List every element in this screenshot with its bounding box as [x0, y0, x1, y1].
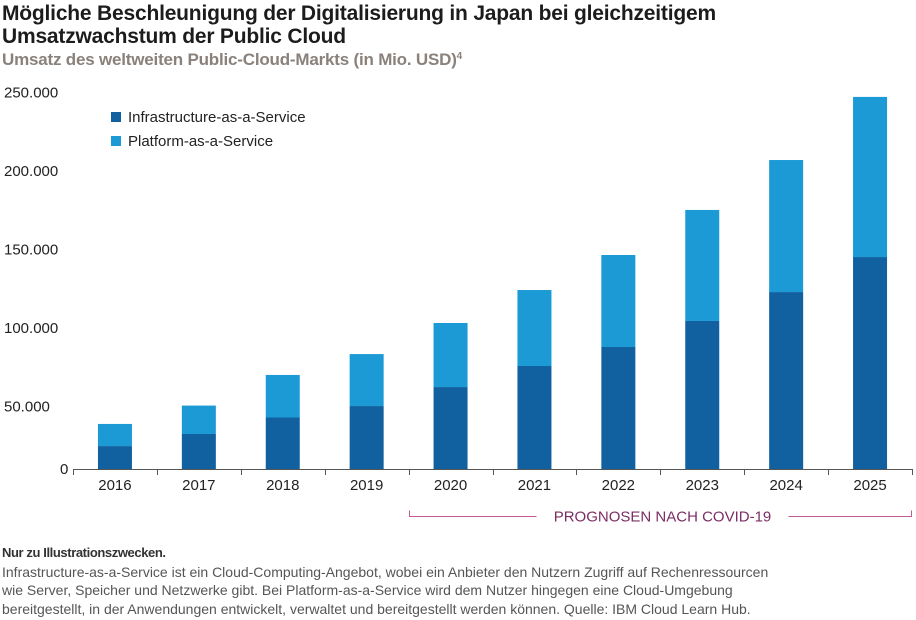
footnote-line-2: wie Server, Speicher und Netzwerke gibt.…	[2, 582, 733, 598]
chart-title-line-1: Mögliche Beschleunigung der Digitalisier…	[2, 2, 716, 25]
x-tick-label: 2021	[518, 477, 551, 494]
legend: Infrastructure-as-a-Service Platform-as-a…	[111, 109, 306, 150]
footnote-disclaimer: Nur zu Illustrationszwecken.	[2, 545, 166, 560]
x-tick-label: 2020	[434, 477, 467, 494]
bar-chart: 0 50.000 100.000 150.000 200.000 250.000 2016…	[4, 85, 913, 526]
x-tick-label: 2025	[853, 477, 886, 494]
bar-iaas	[349, 406, 384, 469]
chart-subtitle: Umsatz des weltweiten Public-Cloud-Markt…	[2, 50, 462, 70]
bar-paas	[433, 322, 468, 388]
bar-iaas	[433, 387, 468, 469]
bar-paas	[853, 96, 888, 258]
chart-title: Mögliche Beschleunigung der Digitalisier…	[2, 2, 716, 48]
forecast-annotation: PROGNOSEN NACH COVID-19	[409, 509, 912, 526]
x-tick-label: 2024	[769, 477, 802, 494]
chart-title-line-2: Umsatzwachstum der Public Cloud	[2, 25, 346, 48]
x-tick-label: 2018	[266, 477, 299, 494]
bar-iaas	[601, 347, 636, 469]
bar-paas	[517, 290, 552, 367]
y-tick-label: 200.000	[4, 163, 58, 180]
x-tick-label: 2023	[686, 477, 719, 494]
bar-iaas	[265, 417, 300, 469]
y-tick-label: 250.000	[4, 85, 58, 102]
x-axis: 2016 2017 2018 2019 2020 2021 2022 2023 2024 2025	[73, 469, 913, 494]
forecast-label: PROGNOSEN NACH COVID-19	[554, 509, 772, 526]
bar-iaas	[517, 366, 552, 469]
y-tick-label: 100.000	[4, 320, 58, 337]
footnote-line-1: Infrastructure-as-a-Service ist ein Clou…	[2, 563, 769, 580]
footnote: Nur zu Illustrationszwecken. Infrastruct…	[2, 544, 914, 618]
footnote-line-3: bereitgestellt, in der Anwendungen entwi…	[2, 600, 751, 617]
legend-swatch-iaas	[111, 112, 121, 122]
bar-iaas	[97, 446, 132, 469]
bars-group	[97, 96, 888, 469]
bracket-right	[788, 510, 912, 517]
bar-paas	[685, 209, 720, 321]
x-tick-label: 2019	[350, 477, 383, 494]
legend-label-iaas: Infrastructure-as-a-Service	[128, 109, 306, 126]
bar-paas	[769, 160, 804, 293]
bar-paas	[349, 354, 384, 407]
bar-paas	[265, 374, 300, 418]
y-tick-label: 0	[60, 461, 68, 478]
x-tick-label: 2016	[98, 477, 131, 494]
y-axis: 0 50.000 100.000 150.000 200.000 250.000	[4, 85, 68, 479]
bar-paas	[601, 255, 636, 348]
subtitle-footnote-marker: 4	[456, 51, 463, 62]
x-tick-label: 2017	[182, 477, 215, 494]
bar-iaas	[685, 320, 720, 469]
bar-iaas	[181, 433, 216, 469]
legend-swatch-paas	[111, 136, 121, 146]
bracket-left	[409, 510, 537, 517]
subtitle-text: Umsatz des weltweiten Public-Cloud-Markt…	[2, 50, 457, 69]
bar-iaas	[769, 292, 804, 469]
x-tick-label: 2022	[602, 477, 635, 494]
y-tick-label: 50.000	[4, 399, 50, 416]
legend-label-paas: Platform-as-a-Service	[128, 133, 273, 150]
bar-paas	[97, 423, 132, 447]
bar-paas	[181, 405, 216, 434]
y-tick-label: 150.000	[4, 242, 58, 259]
bar-iaas	[853, 257, 888, 469]
